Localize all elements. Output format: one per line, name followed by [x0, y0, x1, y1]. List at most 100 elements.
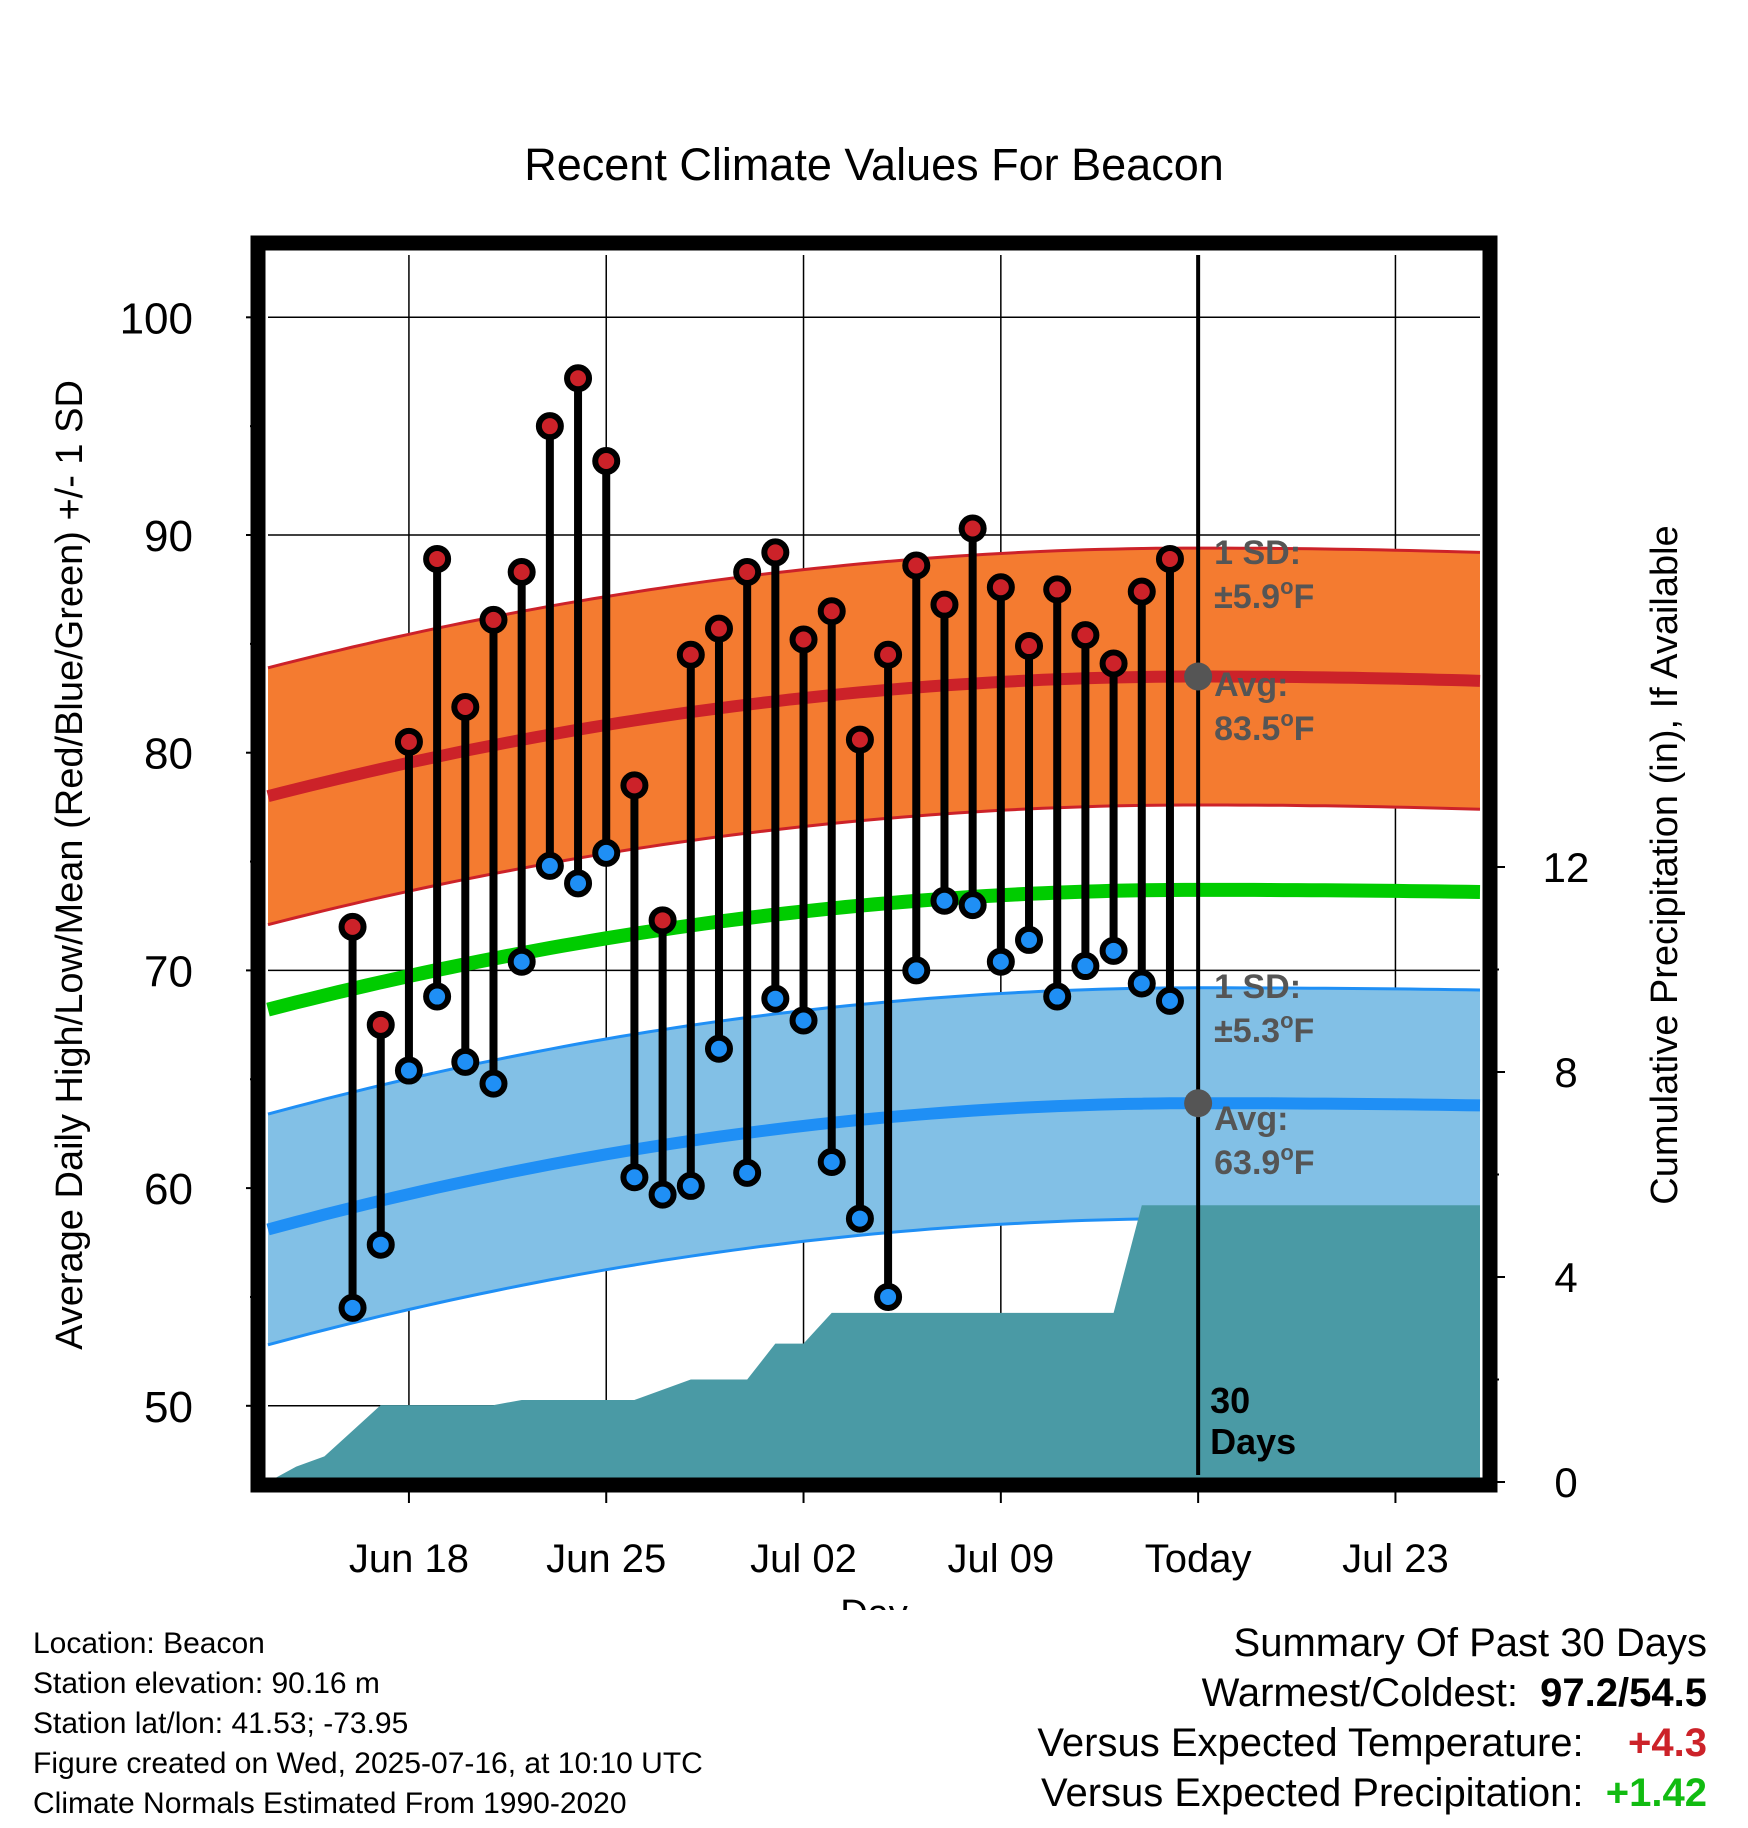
daily-high-point — [535, 412, 564, 441]
daily-high-point — [1099, 649, 1128, 678]
high-sd-band-lower-edge — [267, 803, 1481, 927]
x-tick-label: Today — [1145, 1537, 1252, 1581]
daily-low-point — [902, 956, 931, 985]
y-tick-label: 90 — [144, 512, 193, 561]
daily-stems — [348, 378, 1174, 1308]
daily-high-point — [1071, 621, 1100, 650]
daily-high-point — [592, 446, 621, 475]
daily-low-point — [1127, 969, 1156, 998]
station-info: Location: Beacon Station elevation: 90.1… — [33, 1624, 703, 1824]
daily-high-point — [366, 1010, 395, 1039]
low-sd-value: ±5.3oF — [1214, 1008, 1314, 1050]
daily-low-point — [564, 869, 593, 898]
low-sd-label: 1 SD: — [1214, 968, 1301, 1006]
daily-high-point — [789, 625, 818, 654]
daily-low-point — [1015, 925, 1044, 954]
daily-low-point — [930, 886, 959, 915]
daily-high-point — [507, 558, 536, 587]
today-high-avg-marker — [1184, 662, 1213, 691]
daily-low-point — [845, 1204, 874, 1233]
chart-title: Recent Climate Values For Beacon — [524, 139, 1224, 190]
normal-bands — [266, 546, 1481, 1347]
warm-cold-label: Warmest/Coldest: — [1201, 1671, 1518, 1715]
warm-cold-value: 97.2/54.5 — [1540, 1671, 1707, 1715]
daily-high-point — [1155, 544, 1184, 573]
today-days-label-line1: 30 — [1210, 1380, 1250, 1421]
daily-low-point — [789, 1006, 818, 1035]
y2-tick-label: 4 — [1554, 1254, 1577, 1301]
daily-high-point — [704, 614, 733, 643]
daily-low-point — [451, 1047, 480, 1076]
x-tick-label: Jul 09 — [947, 1537, 1054, 1581]
high-sd-label: 1 SD: — [1214, 534, 1301, 572]
y2-axis-label: Cumulative Precipitation (in), If Availa… — [1644, 525, 1686, 1204]
daily-low-point — [1071, 952, 1100, 981]
y2-tick-label: 0 — [1554, 1459, 1577, 1506]
daily-high-point — [1015, 632, 1044, 661]
elevation-text: Station elevation: 90.16 m — [33, 1667, 380, 1700]
daily-low-point — [620, 1163, 649, 1192]
y2-tick-label: 12 — [1543, 844, 1590, 891]
daily-low-point — [507, 947, 536, 976]
normal-high-line — [266, 670, 1481, 803]
cumulative-precip-area — [268, 1205, 1480, 1482]
x-axis-label: Day — [840, 1593, 908, 1610]
y2-tick-label: 8 — [1554, 1049, 1577, 1096]
x-tick-label: Jul 23 — [1342, 1537, 1449, 1581]
daily-low-point — [1155, 986, 1184, 1015]
low-avg-value: 63.9oF — [1214, 1140, 1314, 1182]
daily-high-point — [423, 544, 452, 573]
normal-low-line — [266, 1097, 1481, 1236]
daily-low-point — [648, 1180, 677, 1209]
y-tick-label: 60 — [144, 1165, 193, 1214]
daily-points — [338, 364, 1184, 1322]
daily-low-point — [986, 947, 1015, 976]
low-sd-band-fill — [268, 987, 1480, 1345]
summary-title: Summary Of Past 30 Days — [1233, 1621, 1707, 1665]
daily-high-point — [958, 514, 987, 543]
daily-high-point — [817, 597, 846, 626]
y-tick-label: 80 — [144, 730, 193, 779]
high-sd-value: ±5.9oF — [1214, 574, 1314, 616]
daily-low-point — [592, 838, 621, 867]
x-tick-label: Jun 25 — [546, 1537, 666, 1581]
temp-row: Versus Expected Temperature: +4.3 — [1037, 1718, 1707, 1768]
temp-value: +4.3 — [1628, 1721, 1707, 1765]
precip-label: Versus Expected Precipitation: — [1041, 1771, 1584, 1815]
daily-high-point — [902, 551, 931, 580]
daily-low-point — [958, 891, 987, 920]
daily-high-point — [930, 590, 959, 619]
daily-low-point — [704, 1034, 733, 1063]
daily-high-point — [733, 558, 762, 587]
precip-area — [268, 1205, 1480, 1482]
daily-low-point — [676, 1171, 705, 1200]
daily-low-point — [761, 984, 790, 1013]
high-avg-value: 83.5oF — [1214, 706, 1314, 748]
warm-cold-row: Warmest/Coldest: 97.2/54.5 — [1037, 1668, 1707, 1718]
high-sd-band-upper-edge — [267, 546, 1481, 670]
y-tick-label: 70 — [144, 947, 193, 996]
y-tick-label: 100 — [120, 294, 193, 343]
x-tick-label: Jun 18 — [349, 1537, 469, 1581]
temp-label: Versus Expected Temperature: — [1037, 1721, 1584, 1765]
daily-low-point — [535, 851, 564, 880]
high-avg-label: Avg: — [1214, 666, 1288, 704]
today-days-label-line2: Days — [1210, 1421, 1296, 1462]
daily-low-point — [874, 1282, 903, 1311]
high-sd-band-fill — [268, 548, 1480, 925]
daily-high-point — [564, 364, 593, 393]
low-avg-label: Avg: — [1214, 1100, 1288, 1138]
y-axis-left: 50 60 70 80 90 100 — [120, 294, 258, 1432]
daily-low-point — [394, 1056, 423, 1085]
normal-mean-line — [266, 882, 1481, 1017]
precip-value: +1.42 — [1605, 1771, 1707, 1815]
daily-high-point — [761, 538, 790, 567]
plot-frame — [250, 235, 1498, 1493]
daily-high-point — [1043, 575, 1072, 604]
daily-high-point — [1127, 577, 1156, 606]
daily-high-point — [620, 771, 649, 800]
precip-row: Versus Expected Precipitation: +1.42 — [1037, 1768, 1707, 1818]
